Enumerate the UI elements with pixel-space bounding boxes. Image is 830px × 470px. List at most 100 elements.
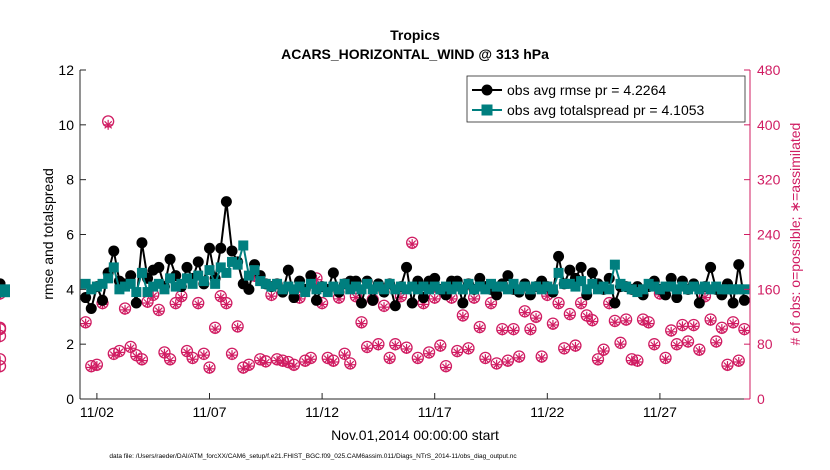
asterisk-stroke — [532, 314, 541, 323]
totalspread-point — [187, 278, 198, 289]
totalspread-point — [367, 284, 378, 295]
asterisk-stroke — [442, 363, 450, 372]
asterisk-stroke — [323, 355, 332, 364]
totalspread-point — [519, 281, 530, 292]
assimilated-obs-marker — [125, 343, 136, 354]
asterisk-stroke — [515, 353, 524, 362]
totalspread-point — [536, 284, 547, 295]
rmse-point — [282, 264, 294, 276]
assimilated-obs-marker — [210, 324, 221, 335]
totalspread-point — [694, 284, 705, 295]
rmse-point — [310, 294, 322, 306]
totalspread-point — [249, 265, 260, 276]
asterisk-stroke — [430, 294, 439, 303]
assimilated-obs-marker — [547, 319, 558, 330]
assimilated-obs-marker — [305, 354, 316, 365]
asterisk-stroke — [453, 348, 462, 357]
assimilated-obs-marker — [694, 346, 705, 357]
assimilated-obs-marker — [176, 292, 187, 303]
rmse-point — [474, 272, 486, 284]
assimilated-obs-marker — [221, 299, 232, 310]
assimilated-obs-marker — [739, 325, 750, 336]
asterisk-stroke — [211, 325, 220, 334]
rmse-point — [85, 303, 97, 315]
y-tick-label-right: 80 — [757, 336, 773, 352]
assimilated-obs-marker — [345, 359, 356, 370]
assimilated-obs-marker — [407, 239, 418, 250]
asterisk-stroke — [717, 325, 726, 334]
rmse-point — [327, 267, 339, 279]
totalspread-point — [373, 281, 384, 292]
assimilated-obs-marker — [592, 355, 603, 366]
asterisk-stroke — [154, 307, 163, 316]
asterisk-stroke — [177, 293, 186, 302]
y-tick-label-left: 12 — [58, 62, 74, 78]
asterisk-stroke — [672, 341, 681, 350]
totalspread-point — [193, 270, 204, 281]
rmse-point — [417, 292, 429, 304]
totalspread-point — [401, 284, 412, 295]
assimilated-obs-marker — [666, 326, 677, 337]
y-tick-label-left: 2 — [66, 336, 74, 352]
assimilated-obs-marker — [339, 350, 350, 361]
rmse-point — [553, 250, 565, 262]
asterisk-stroke — [289, 362, 298, 371]
totalspread-point — [232, 259, 243, 270]
asterisk-stroke — [391, 341, 400, 350]
rmse-point — [305, 270, 317, 282]
asterisk-stroke — [447, 294, 456, 303]
asterisk-stroke — [188, 355, 197, 364]
assimilated-obs-marker — [570, 341, 581, 352]
totalspread-point — [418, 281, 429, 292]
possible-obs-marker — [0, 322, 7, 336]
asterisk-stroke — [475, 324, 484, 333]
rmse-point — [401, 261, 413, 273]
asterisk-stroke — [520, 308, 529, 317]
chart-subtitle: ACARS_HORIZONTAL_WIND @ 313 hPa — [281, 46, 549, 62]
totalspread-point — [153, 278, 164, 289]
asterisk-stroke — [588, 317, 597, 326]
rmse-point — [733, 259, 745, 271]
asterisk-stroke — [256, 356, 265, 365]
assimilated-obs-marker — [91, 361, 102, 372]
asterisk-stroke — [729, 319, 738, 328]
rmse-point — [564, 264, 576, 276]
y-tick-label-left: 0 — [66, 391, 74, 407]
totalspread-point — [581, 284, 592, 295]
assimilated-obs-marker — [379, 302, 390, 313]
totalspread-point — [463, 278, 474, 289]
rmse-point — [705, 261, 717, 273]
asterisk-stroke — [306, 355, 315, 364]
assimilated-obs-marker — [142, 298, 153, 309]
assimilated-obs-marker — [502, 356, 513, 367]
x-tick-label: 11/27 — [643, 404, 677, 420]
assimilated-obs-marker — [435, 341, 446, 352]
assimilated-obs-marker — [463, 344, 474, 355]
assimilated-obs-marker — [187, 354, 198, 365]
totalspread-point — [576, 276, 587, 287]
asterisk-stroke — [706, 316, 715, 325]
totalspread-point — [615, 278, 626, 289]
assimilated-obs-marker — [553, 299, 564, 310]
rmse-point — [203, 242, 215, 254]
asterisk-stroke — [492, 360, 501, 369]
assimilated-obs-marker — [384, 354, 395, 365]
totalspread-point — [497, 281, 508, 292]
rmse-point — [457, 297, 469, 309]
asterisk-stroke — [667, 327, 676, 336]
assimilated-obs-marker — [671, 340, 682, 351]
totalspread-point — [91, 281, 102, 292]
totalspread-point — [621, 281, 632, 292]
assimilated-obs-marker — [525, 325, 536, 336]
asterisk-stroke — [160, 349, 169, 358]
assimilated-obs-marker — [683, 337, 694, 348]
legend-spread-label: obs avg totalspread pr = 4.1053 — [507, 102, 705, 118]
plot-area — [80, 70, 750, 399]
rmse-point — [491, 289, 503, 301]
rmse-point — [389, 300, 401, 312]
asterisk-stroke — [132, 352, 141, 361]
totalspread-point — [424, 284, 435, 295]
totalspread-point — [170, 281, 181, 292]
totalspread-point — [288, 284, 299, 295]
totalspread-point — [609, 259, 620, 270]
